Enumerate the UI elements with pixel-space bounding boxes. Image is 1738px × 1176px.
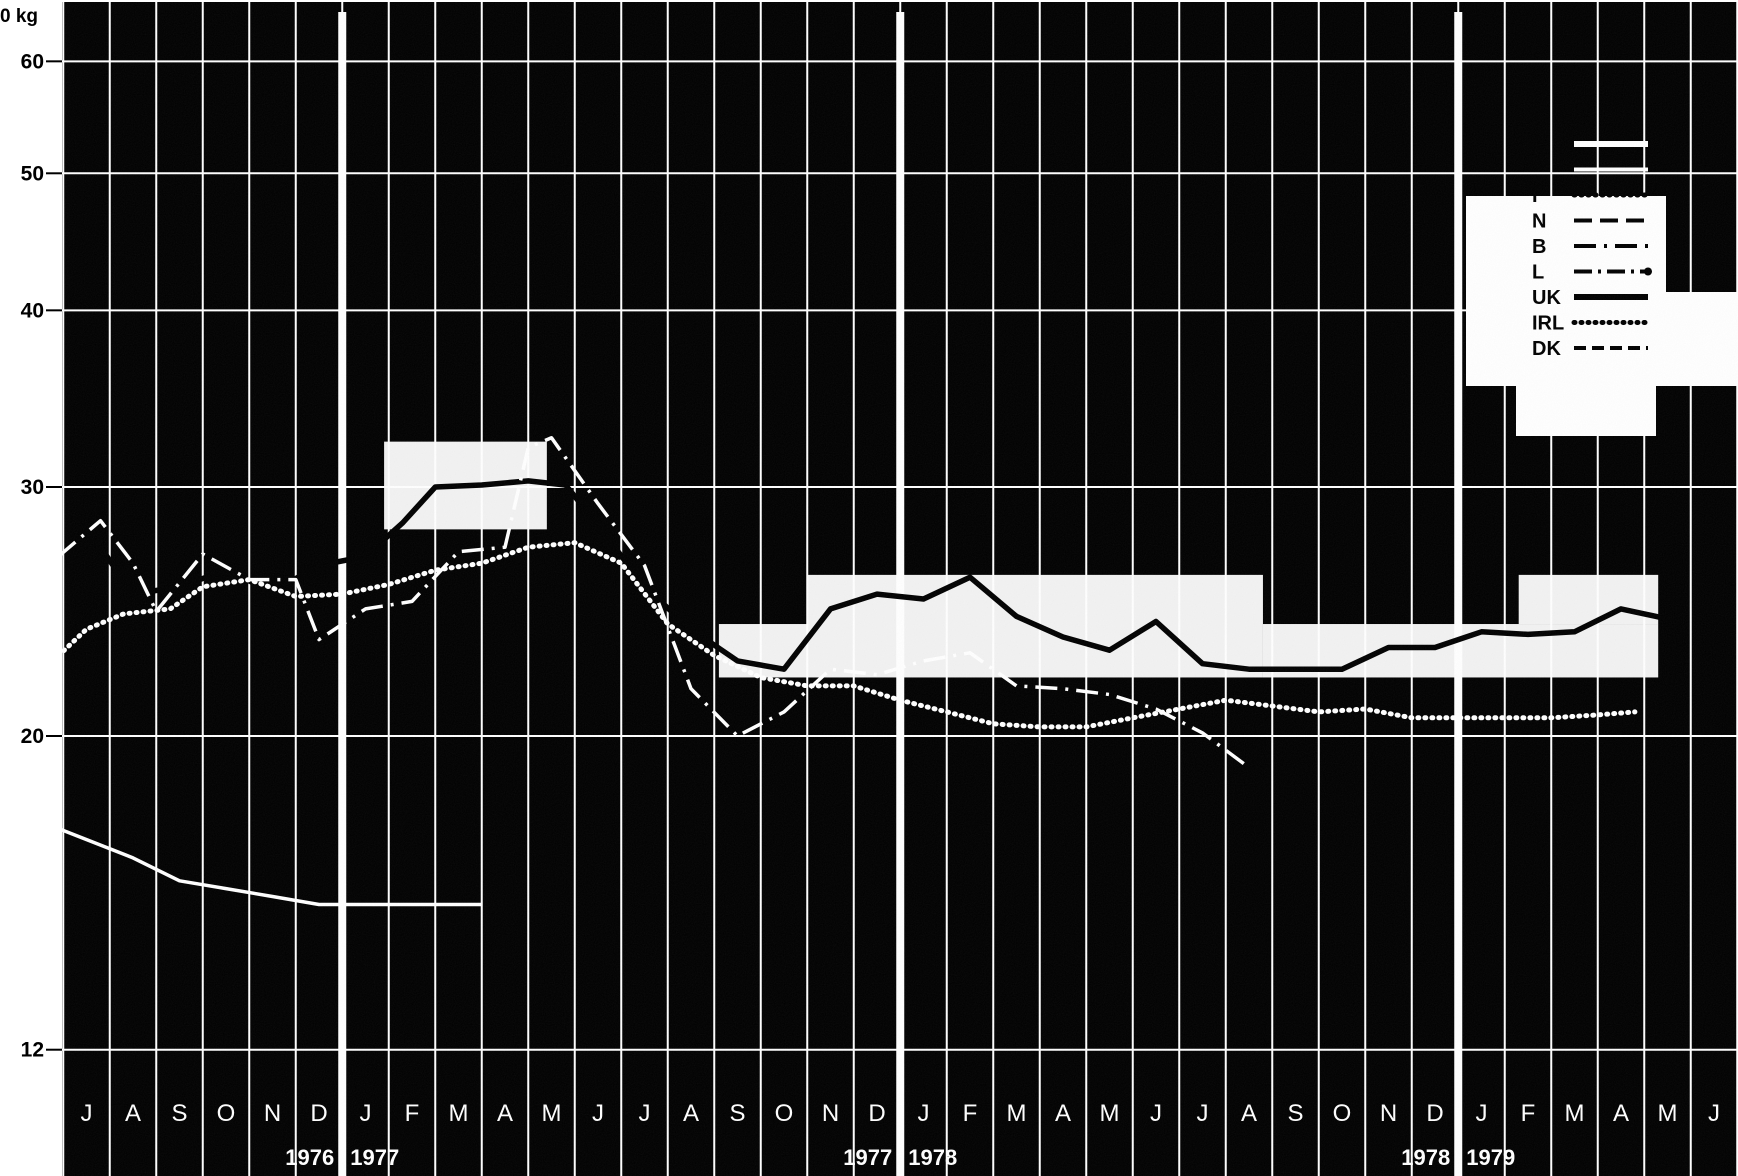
y-unit-label: 0 kg: [0, 6, 38, 27]
y-tick-label: 50: [21, 162, 44, 185]
y-tick-label: 60: [21, 50, 44, 73]
y-tick-label: 40: [21, 299, 44, 322]
y-tick-label: 30: [21, 476, 44, 499]
grain-overlay: [62, 2, 1738, 1176]
y-axis: 12 20 30 40 50 60: [21, 50, 62, 1062]
y-tick-label: 20: [21, 725, 44, 748]
y-tick-label: 12: [21, 1039, 44, 1062]
